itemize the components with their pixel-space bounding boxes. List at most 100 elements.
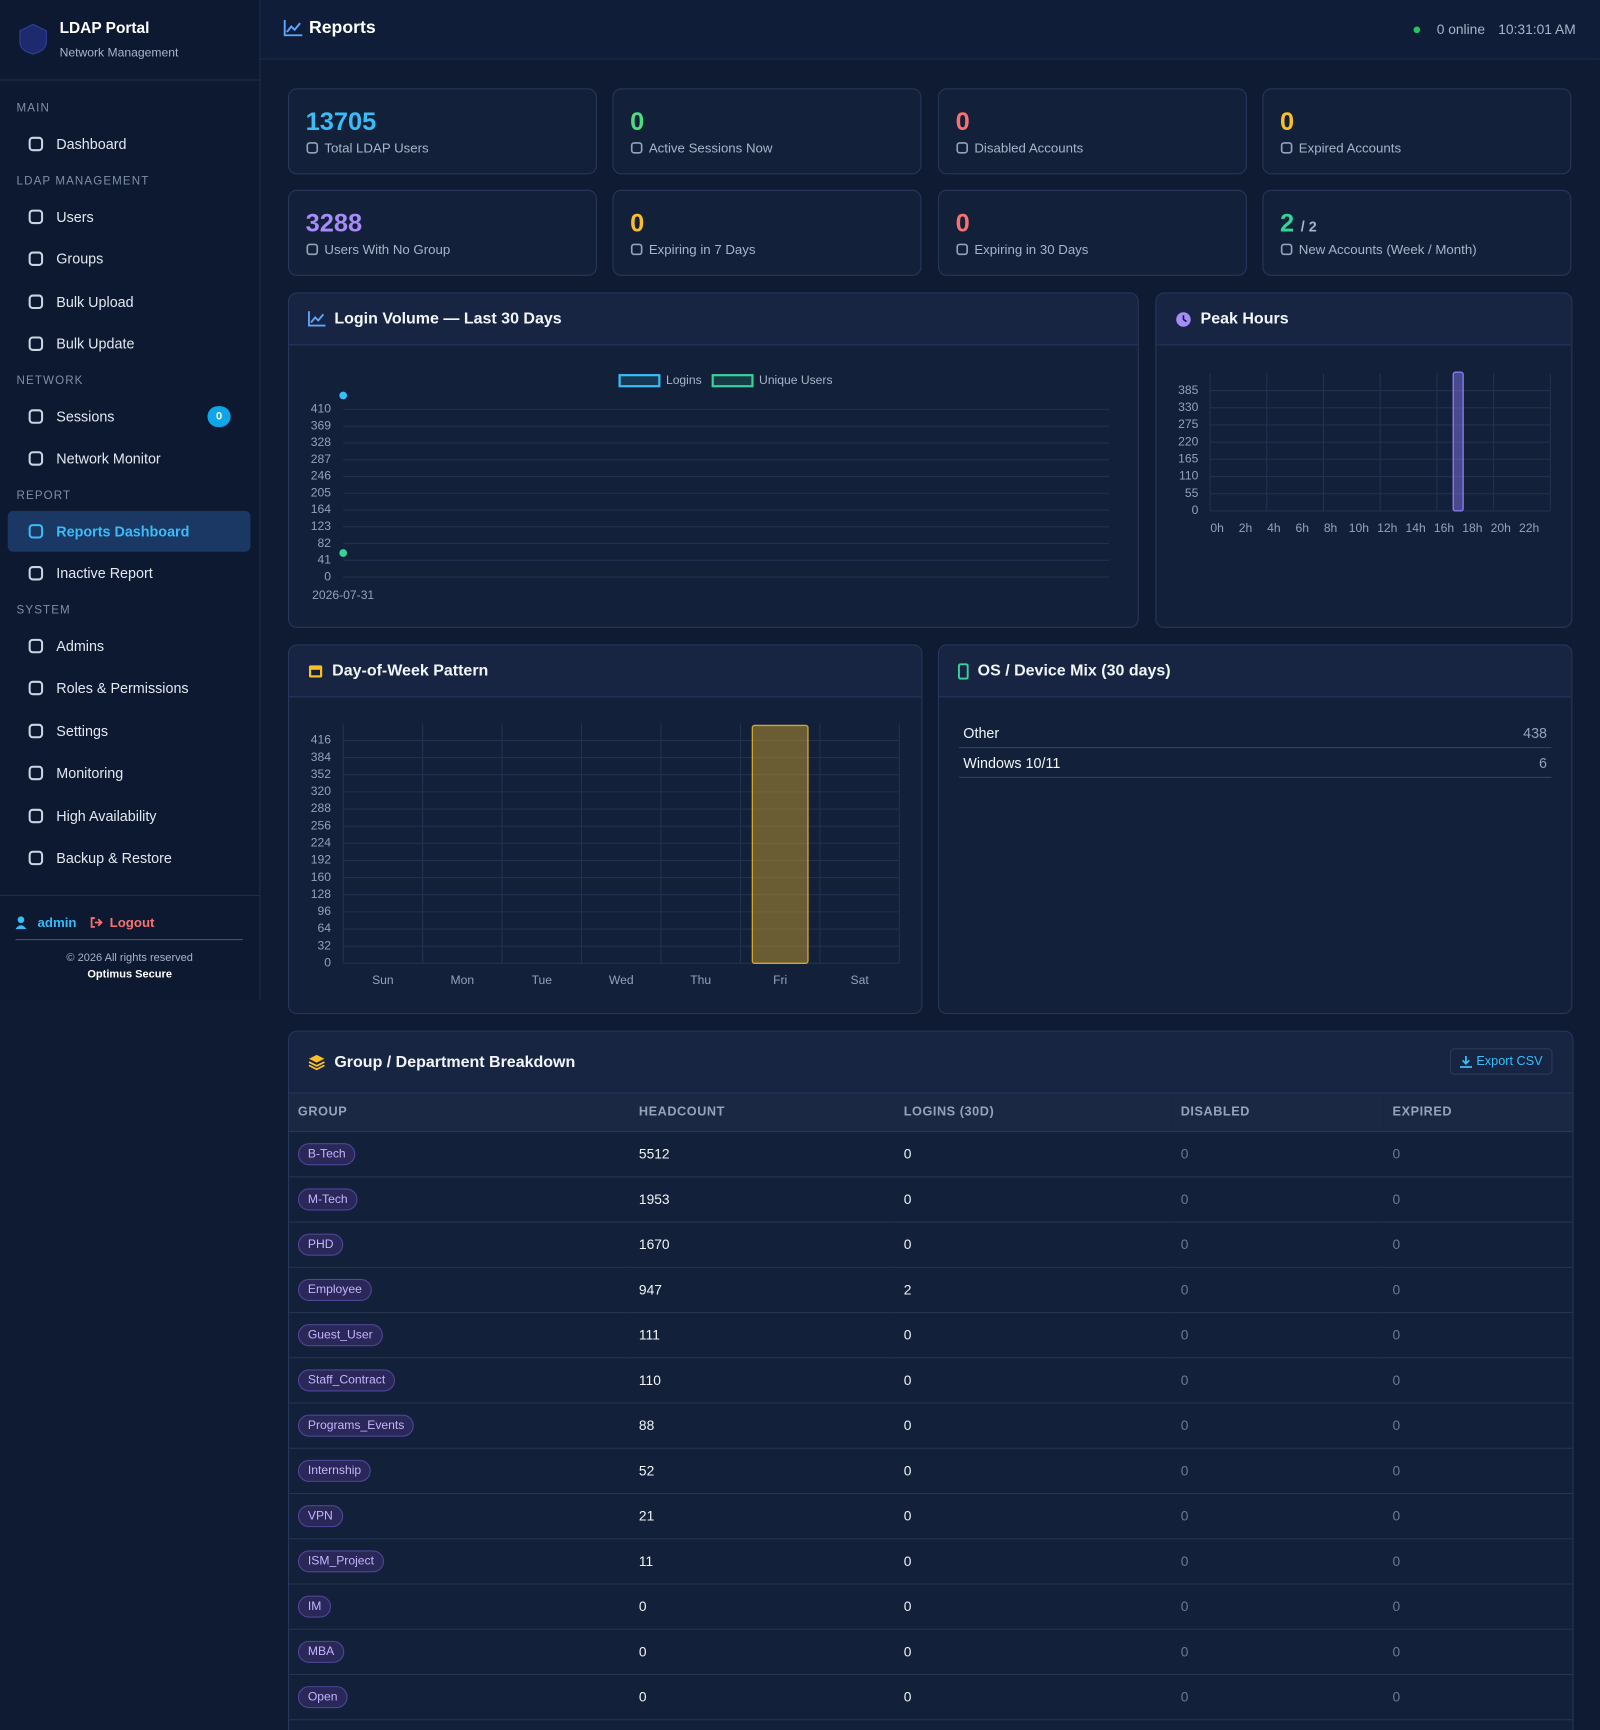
table-cell: 0 (894, 1403, 1172, 1449)
nav-label: Sessions (56, 407, 115, 425)
table-cell: 0 (1171, 1176, 1384, 1223)
icon (956, 243, 968, 256)
table-cell: 0 (1383, 1583, 1573, 1630)
company: Optimus Secure (87, 968, 172, 981)
icon (28, 565, 44, 581)
stat-label: Users With No Group (324, 241, 451, 258)
group-pill: Internship (297, 1459, 372, 1482)
table-cell: Staff_Contract (289, 1357, 631, 1404)
nav-label: Settings (56, 722, 109, 739)
stat-value-row: 3288 (306, 209, 362, 239)
table-cell: 0 (894, 1493, 1172, 1540)
icon-shape (28, 850, 44, 866)
export-button[interactable]: Export CSV (1449, 1048, 1553, 1075)
sidebar-footer: admin Logout © 2026 All rights reserved … (0, 894, 260, 981)
reports-icon (283, 19, 303, 37)
icon (28, 638, 44, 653)
table-cell: Internship (289, 1448, 631, 1495)
login-volume-card: Login Volume — Last 30 Days (287, 292, 1139, 628)
icon-shape (956, 243, 968, 256)
table-row: Staff_Contract 110 0 0 0 (289, 1357, 1573, 1404)
table-cell: Guest_User (289, 1312, 631, 1359)
table-cell: 0 (1383, 1267, 1573, 1314)
stat-card: 0 Disabled Accounts (937, 88, 1247, 175)
stat-value-row: 13705 (306, 107, 377, 137)
stat-card: 2 / 2 New Accounts (Week / Month) (1262, 189, 1572, 276)
nav-item[interactable]: Dashboard (8, 124, 251, 165)
nav-label: Admins (56, 637, 105, 654)
group-pill: Employee (297, 1278, 372, 1301)
icon-shape (28, 136, 44, 152)
icon (28, 451, 44, 466)
day-of-week-card: Day-of-Week Pattern (287, 644, 923, 1015)
nav-item[interactable]: Bulk Upload (8, 281, 251, 322)
user-name[interactable]: admin (37, 914, 77, 931)
stat-label: New Accounts (Week / Month) (1298, 241, 1477, 258)
table-cell: 0 (894, 1583, 1172, 1630)
nav-item[interactable]: Groups (8, 238, 251, 279)
nav-item[interactable]: High Availability (8, 795, 251, 836)
table-row: Open 0 0 0 0 (289, 1674, 1573, 1721)
nav-section-title: LDAP MANAGEMENT (16, 173, 150, 188)
table-cell: 0 (1171, 1674, 1384, 1721)
logo (19, 23, 47, 55)
group-pill: Guest_User (297, 1324, 383, 1347)
icon (1176, 311, 1191, 327)
stat-label-row: New Accounts (Week / Month) (1280, 242, 1477, 257)
nav-item[interactable]: Bulk Update (8, 323, 251, 364)
nav-label: Roles & Permissions (56, 679, 189, 697)
nav-item[interactable]: Network Monitor (8, 438, 251, 479)
icon-shape (630, 243, 643, 256)
table-cell: 1953 (630, 1176, 895, 1223)
icon (28, 408, 44, 424)
nav-item[interactable]: Backup & Restore (8, 838, 251, 879)
column-header: DISABLED (1171, 1093, 1384, 1133)
table-cell: 0 (1383, 1403, 1573, 1449)
card-title: OS / Device Mix (30 days) (977, 662, 1171, 680)
icon-shape (28, 209, 44, 224)
nav-item[interactable]: Monitoring (8, 753, 251, 794)
icon-shape (28, 251, 44, 266)
stat-value-row: 2 / 2 (1280, 209, 1317, 239)
stat-label-row: Expiring in 30 Days (956, 242, 1088, 257)
group-pill: VPN (297, 1505, 343, 1528)
nav-label: High Availability (56, 807, 157, 824)
icon (28, 336, 44, 351)
stat-card: 0 Expiring in 7 Days (612, 189, 922, 276)
logout-link[interactable]: Logout (109, 914, 155, 931)
stat-card: 0 Expired Accounts (1262, 88, 1572, 175)
stat-value: 3288 (305, 208, 363, 238)
group-pill: PHD (297, 1233, 344, 1256)
nav-item[interactable]: Admins (8, 625, 251, 666)
card-header: OS / Device Mix (30 days) (939, 645, 1572, 698)
icon-shape (630, 142, 643, 154)
icon-shape (28, 565, 44, 581)
os-mix-card: OS / Device Mix (30 days) Other 438 Window… (937, 644, 1573, 1015)
nav-item[interactable]: Sessions 0 (8, 396, 251, 437)
nav-item[interactable]: Users (8, 196, 251, 237)
nav-label: Monitoring (56, 764, 124, 782)
column-header: HEADCOUNT (630, 1093, 895, 1133)
table-cell: 0 (1383, 1312, 1573, 1359)
stat-card: 13705 Total LDAP Users (287, 88, 597, 175)
icon (308, 665, 323, 678)
table-cell: 0 (1171, 1583, 1384, 1630)
stat-label-row: Users With No Group (306, 241, 451, 258)
table-row: PHD 1670 0 0 0 (289, 1222, 1573, 1268)
nav-badge: 0 (207, 405, 231, 427)
stat-value: 0 (1279, 107, 1295, 136)
nav-item[interactable]: Inactive Report (8, 553, 251, 594)
clock: 10:31:01 AM (1498, 22, 1576, 38)
table-cell: B-Tech (289, 1131, 631, 1178)
icon (28, 209, 44, 224)
card-title: Peak Hours (1200, 310, 1289, 328)
nav-item[interactable]: Reports Dashboard (7, 510, 251, 552)
nav-item[interactable]: Roles & Permissions (8, 668, 251, 709)
os-count: 438 (1523, 724, 1548, 741)
table-cell: 88 (630, 1403, 895, 1449)
table-cell: 0 (1383, 1719, 1573, 1730)
nav-item[interactable]: Settings (8, 710, 251, 751)
table-cell: 0 (894, 1222, 1172, 1268)
table-cell: 0 (1171, 1719, 1384, 1730)
os-count: 6 (1539, 754, 1548, 771)
